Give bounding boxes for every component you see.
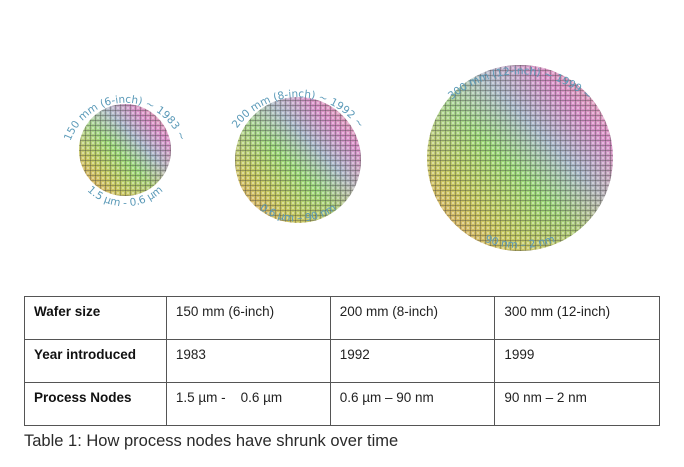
table-cell: 150 mm (6-inch) xyxy=(165,296,331,340)
table-cell: 300 mm (12-inch) xyxy=(494,296,660,340)
table-row-year-introduced: Year introduced 1983 1992 1999 xyxy=(24,339,660,383)
table-cell: 200 mm (8-inch) xyxy=(329,296,496,340)
table-caption: Table 1: How process nodes have shrunk o… xyxy=(24,432,399,450)
row-header: Year introduced xyxy=(24,339,167,383)
wafer-300mm: 300 mm (12-inch) ~ 1999 ~ 90 nm – 2 nm xyxy=(427,65,613,251)
row-header: Wafer size xyxy=(24,296,167,340)
process-node-table: Wafer size 150 mm (6-inch) 200 mm (8-inc… xyxy=(24,296,660,426)
table-row-wafer-size: Wafer size 150 mm (6-inch) 200 mm (8-inc… xyxy=(24,296,660,340)
wafer-150mm: 150 mm (6-inch) ~ 1983 ~ 1.5 µm - 0.6 µm xyxy=(62,94,188,210)
table-cell: 1983 xyxy=(165,339,331,383)
table-cell: 90 nm – 2 nm xyxy=(494,382,660,426)
wafer-size-illustration: 150 mm (6-inch) ~ 1983 ~ 1.5 µm - 0.6 µm… xyxy=(62,65,613,251)
wafer-300mm-node-label: 90 nm – 2 nm xyxy=(484,233,557,251)
table-row-process-nodes: Process Nodes 1.5 µm - 0.6 µm 0.6 µm – 9… xyxy=(24,382,660,426)
table-cell: 1999 xyxy=(494,339,660,383)
table-cell: 1.5 µm - 0.6 µm xyxy=(165,382,331,426)
wafer-200mm: 200 mm (8-inch) ~ 1992 ~ 0.6 µm – 90 nm xyxy=(230,88,366,225)
table-cell: 0.6 µm – 90 nm xyxy=(329,382,496,426)
table-cell: 1992 xyxy=(329,339,496,383)
row-header: Process Nodes xyxy=(24,382,167,426)
